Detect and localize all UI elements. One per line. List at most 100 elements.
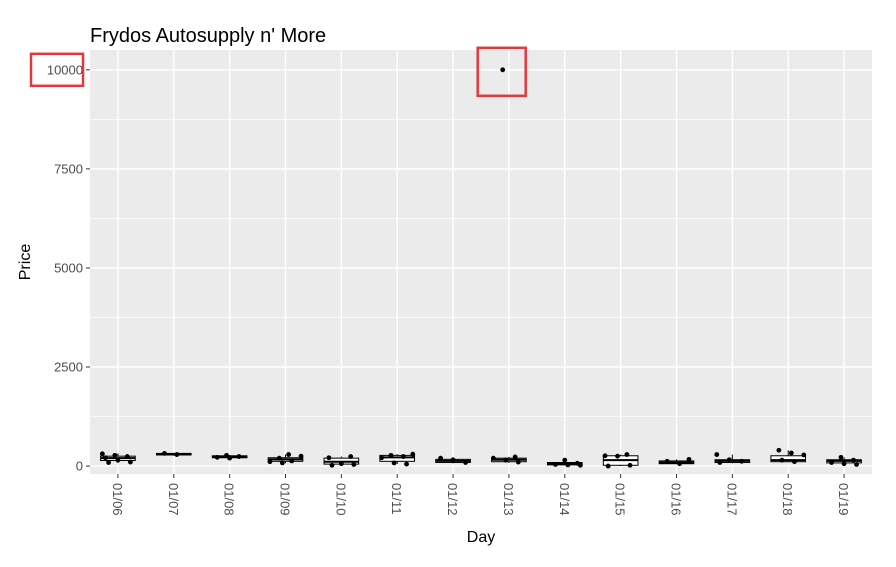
data-point (605, 463, 611, 469)
box-01/13 (491, 456, 527, 463)
data-point (615, 453, 620, 459)
data-point (112, 452, 118, 458)
data-point (717, 460, 723, 465)
data-point (326, 455, 332, 461)
data-point (562, 457, 568, 463)
data-point (463, 460, 468, 465)
data-point (99, 451, 105, 457)
chart-title: Frydos Autosupply n' More (90, 25, 326, 47)
data-point (503, 457, 509, 463)
point-group (99, 67, 859, 469)
data-point (788, 450, 794, 456)
data-point (276, 455, 282, 461)
data-point (329, 462, 335, 468)
data-point (115, 457, 121, 463)
data-point (106, 460, 111, 465)
grid-major-lines (90, 50, 872, 474)
data-point (677, 461, 683, 467)
x-tick-label: 01/08 (222, 483, 237, 516)
box-01/09 (267, 454, 304, 464)
data-point (686, 456, 692, 462)
data-point (298, 453, 304, 459)
highlight-group (29, 46, 527, 98)
x-tick-label: 01/07 (166, 483, 181, 516)
box-01/15 (602, 454, 639, 467)
data-point (214, 454, 220, 460)
data-point (227, 455, 233, 461)
data-point (338, 461, 344, 467)
data-point (500, 67, 506, 73)
x-tick-label: 01/19 (836, 483, 851, 516)
data-point (286, 452, 292, 457)
data-point (792, 459, 797, 465)
data-point (801, 452, 807, 458)
y-axis-ticks: 0 2500 5000 7500 10000 (47, 62, 90, 474)
data-point (391, 460, 397, 466)
x-tick-label: 01/16 (669, 483, 684, 516)
x-tick-label: 01/13 (501, 483, 516, 516)
data-point (379, 455, 385, 461)
y-tick-label: 5000 (54, 260, 83, 275)
data-point (490, 455, 496, 461)
data-point (838, 454, 844, 460)
data-point (577, 462, 583, 468)
x-axis-ticks: 01/06 01/07 01/08 01/09 01/10 01/11 01/12 01/13… (110, 474, 851, 516)
data-point (162, 450, 167, 456)
highlight-outlier-point (476, 46, 527, 98)
data-point (512, 454, 518, 460)
data-point (348, 454, 354, 459)
data-point (438, 455, 444, 461)
x-axis-title: Day (467, 529, 495, 546)
x-tick-label: 01/12 (445, 483, 460, 516)
data-point (174, 452, 180, 457)
x-tick-label: 01/18 (780, 483, 795, 516)
data-point (854, 462, 859, 467)
data-point (401, 454, 406, 459)
data-point (103, 455, 108, 461)
highlight-ytick-10000 (29, 52, 85, 88)
plot-panel (90, 50, 872, 474)
box-body (770, 455, 807, 463)
data-point (739, 458, 745, 464)
data-point (565, 462, 571, 468)
data-point (726, 457, 732, 463)
data-point (450, 457, 456, 463)
data-point (779, 457, 785, 463)
grid-minor-lines (90, 118, 872, 417)
y-tick-label: 10000 (47, 62, 83, 77)
x-tick-label: 01/17 (724, 483, 739, 516)
box-01/18 (770, 450, 807, 463)
data-point (627, 462, 633, 468)
y-axis-title: Price (17, 244, 34, 281)
y-tick-label: 0 (76, 459, 83, 474)
data-point (124, 454, 130, 459)
data-point (664, 458, 670, 464)
data-point (776, 447, 782, 453)
y-tick-label: 2500 (54, 360, 83, 375)
data-point (553, 462, 558, 467)
y-tick-label: 7500 (54, 161, 83, 176)
data-point (829, 460, 835, 465)
data-point (624, 452, 630, 457)
data-point (236, 454, 242, 459)
data-point (410, 451, 416, 457)
data-point (851, 457, 856, 463)
box-01/07 (155, 452, 192, 456)
data-point (841, 461, 847, 467)
x-tick-label: 01/14 (557, 483, 572, 516)
data-point (279, 460, 285, 466)
x-tick-label: 01/15 (613, 483, 628, 516)
x-tick-label: 01/11 (389, 483, 404, 515)
data-point (289, 458, 295, 464)
data-point (602, 453, 608, 459)
data-point (515, 459, 521, 465)
data-point (388, 452, 394, 458)
data-point (404, 461, 409, 467)
data-point (127, 459, 133, 465)
data-point (267, 459, 273, 465)
box-01/11 (379, 454, 416, 465)
data-point (351, 462, 357, 467)
data-point (714, 452, 720, 457)
